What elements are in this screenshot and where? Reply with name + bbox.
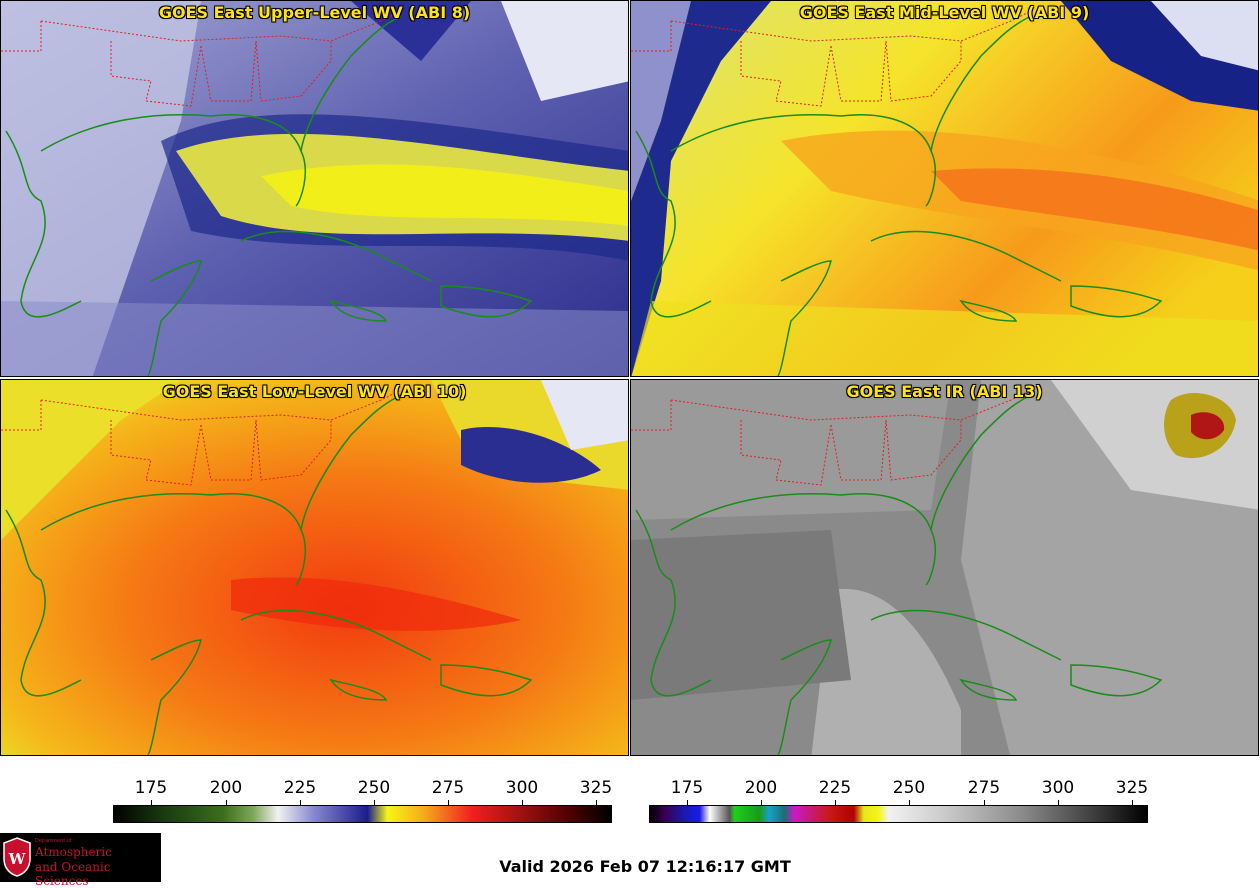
tick-mark <box>300 800 301 806</box>
tick-label: 275 <box>967 778 1001 798</box>
tick-mark <box>226 800 227 806</box>
tick-mark <box>909 800 910 806</box>
panel-ir: GOES East IR (ABI 13) <box>630 379 1259 756</box>
valid-timestamp: Valid 2026 Feb 07 12:16:17 GMT <box>499 857 791 876</box>
tick-mark <box>1058 800 1059 806</box>
tick-mark <box>596 800 597 806</box>
panel-mid-level-wv: GOES East Mid-Level WV (ABI 9) <box>630 0 1259 377</box>
svg-text:W: W <box>8 850 27 868</box>
logo-department: Department of <box>35 838 72 844</box>
logo-line-oceanic: and Oceanic Sciences <box>35 860 111 888</box>
tick-label: 325 <box>1115 778 1149 798</box>
tick-label: 200 <box>744 778 778 798</box>
tick-mark <box>522 800 523 806</box>
ir-colorbar: 175 200 225 250 275 300 325 <box>649 778 1148 826</box>
tick-mark <box>984 800 985 806</box>
tick-label: 225 <box>818 778 852 798</box>
panel-low-level-wv: GOES East Low-Level WV (ABI 10) <box>0 379 629 756</box>
tick-mark <box>374 800 375 806</box>
wv-low-map <box>1 380 628 755</box>
tick-label: 250 <box>892 778 926 798</box>
tick-label: 200 <box>209 778 243 798</box>
tick-mark <box>151 800 152 806</box>
tick-label: 300 <box>1041 778 1075 798</box>
panel-title: GOES East Low-Level WV (ABI 10) <box>162 382 467 401</box>
ir-colorbar-ticks: 175 200 225 250 275 300 325 <box>649 778 1149 806</box>
uw-crest-icon: W <box>3 837 31 877</box>
panel-title: GOES East Mid-Level WV (ABI 9) <box>799 3 1090 22</box>
panel-title: GOES East Upper-Level WV (ABI 8) <box>158 3 471 22</box>
panel-title: GOES East IR (ABI 13) <box>846 382 1043 401</box>
tick-mark <box>761 800 762 806</box>
wv-colorbar-ticks: 175 200 225 250 275 300 325 <box>113 778 613 806</box>
tick-label: 250 <box>357 778 391 798</box>
tick-mark <box>1132 800 1133 806</box>
wv-colorbar: 175 200 225 250 275 300 325 <box>113 778 612 826</box>
wv-colorbar-gradient <box>113 805 612 823</box>
tick-label: 275 <box>431 778 465 798</box>
tick-mark <box>835 800 836 806</box>
wv-upper-map <box>1 1 628 376</box>
tick-label: 175 <box>134 778 168 798</box>
ir-colorbar-gradient <box>649 805 1148 823</box>
panel-upper-level-wv: GOES East Upper-Level WV (ABI 8) <box>0 0 629 377</box>
wv-mid-map <box>631 1 1258 376</box>
tick-label: 325 <box>579 778 613 798</box>
ir-map <box>631 380 1258 755</box>
tick-label: 225 <box>283 778 317 798</box>
tick-mark <box>687 800 688 806</box>
tick-mark <box>448 800 449 806</box>
aos-logo: W Department of Atmospheric and Oceanic … <box>0 833 161 888</box>
tick-label: 300 <box>505 778 539 798</box>
tick-label: 175 <box>670 778 704 798</box>
logo-line-atmospheric: Atmospheric <box>35 845 112 859</box>
